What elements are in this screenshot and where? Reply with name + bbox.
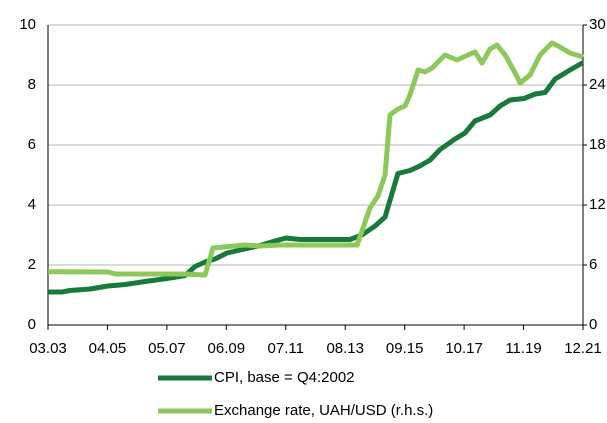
x-tick-label: 03.03	[29, 340, 67, 357]
series-line	[48, 60, 585, 295]
x-tick-label: 06.09	[208, 340, 246, 357]
y-tick-label: 8	[28, 76, 36, 93]
y-tick-label: 6	[28, 136, 36, 153]
y2-tick-label: 0	[589, 316, 597, 333]
y-tick-label: 4	[28, 196, 36, 213]
y-tick-label: 10	[19, 16, 36, 33]
y-tick-label: 2	[28, 256, 36, 273]
y2-tick-label: 24	[589, 76, 606, 93]
x-tick-label: 12.21	[564, 340, 602, 357]
x-tick-label: 09.15	[386, 340, 424, 357]
y2-tick-label: 6	[589, 256, 597, 273]
y-tick-label: 0	[28, 316, 36, 333]
y2-tick-label: 12	[589, 196, 606, 213]
legend-label: Exchange rate, UAH/USD (r.h.s.)	[214, 402, 433, 419]
x-tick-label: 08.13	[326, 340, 364, 357]
series-line	[48, 40, 584, 278]
x-tick-label: 11.19	[505, 340, 541, 357]
y2-tick-label: 18	[589, 136, 606, 153]
x-tick-label: 05.07	[148, 340, 186, 357]
legend-label: CPI, base = Q4:2002	[214, 369, 355, 386]
x-tick-label: 04.05	[89, 340, 127, 357]
x-tick-label: 07.11	[268, 340, 304, 357]
y2-tick-label: 30	[589, 16, 606, 33]
x-tick-label: 10.17	[445, 340, 483, 357]
